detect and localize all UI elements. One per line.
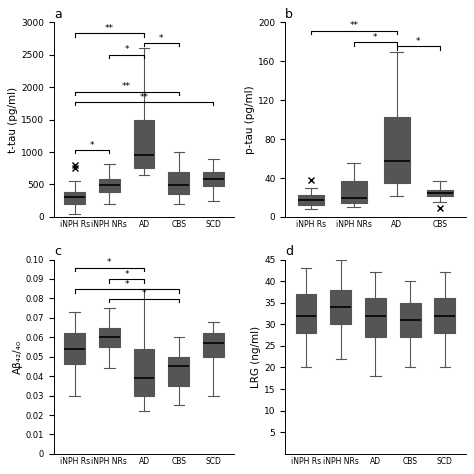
Y-axis label: LRG (ng/ml): LRG (ng/ml) xyxy=(251,326,261,388)
Text: d: d xyxy=(285,246,293,258)
PathPatch shape xyxy=(168,172,189,194)
PathPatch shape xyxy=(400,303,420,337)
PathPatch shape xyxy=(427,190,453,195)
PathPatch shape xyxy=(64,333,85,365)
PathPatch shape xyxy=(384,117,410,183)
PathPatch shape xyxy=(296,294,317,333)
Text: **: ** xyxy=(105,24,114,33)
Text: *: * xyxy=(373,33,378,42)
Y-axis label: Aβ₄₂/₄₀: Aβ₄₂/₄₀ xyxy=(13,340,23,374)
PathPatch shape xyxy=(203,333,224,357)
Text: *: * xyxy=(142,290,146,299)
Y-axis label: p-tau (pg/ml): p-tau (pg/ml) xyxy=(246,85,255,154)
PathPatch shape xyxy=(64,192,85,204)
PathPatch shape xyxy=(435,298,455,333)
PathPatch shape xyxy=(330,290,351,324)
PathPatch shape xyxy=(168,357,189,386)
PathPatch shape xyxy=(134,349,155,396)
Text: a: a xyxy=(54,9,62,21)
Text: *: * xyxy=(125,280,129,289)
PathPatch shape xyxy=(99,328,120,347)
Text: c: c xyxy=(54,246,61,258)
Text: *: * xyxy=(125,46,129,55)
Text: **: ** xyxy=(139,92,148,101)
Text: **: ** xyxy=(122,82,131,91)
Y-axis label: t-tau (pg/ml): t-tau (pg/ml) xyxy=(9,87,18,153)
PathPatch shape xyxy=(365,298,386,337)
Text: b: b xyxy=(285,9,293,21)
PathPatch shape xyxy=(99,179,120,192)
Text: *: * xyxy=(416,37,420,46)
Text: *: * xyxy=(159,34,164,43)
PathPatch shape xyxy=(134,120,155,168)
PathPatch shape xyxy=(298,194,324,205)
PathPatch shape xyxy=(341,181,367,203)
Text: *: * xyxy=(125,270,129,279)
Text: *: * xyxy=(107,258,111,267)
Text: *: * xyxy=(90,140,94,149)
PathPatch shape xyxy=(203,172,224,186)
Text: **: ** xyxy=(349,21,358,30)
